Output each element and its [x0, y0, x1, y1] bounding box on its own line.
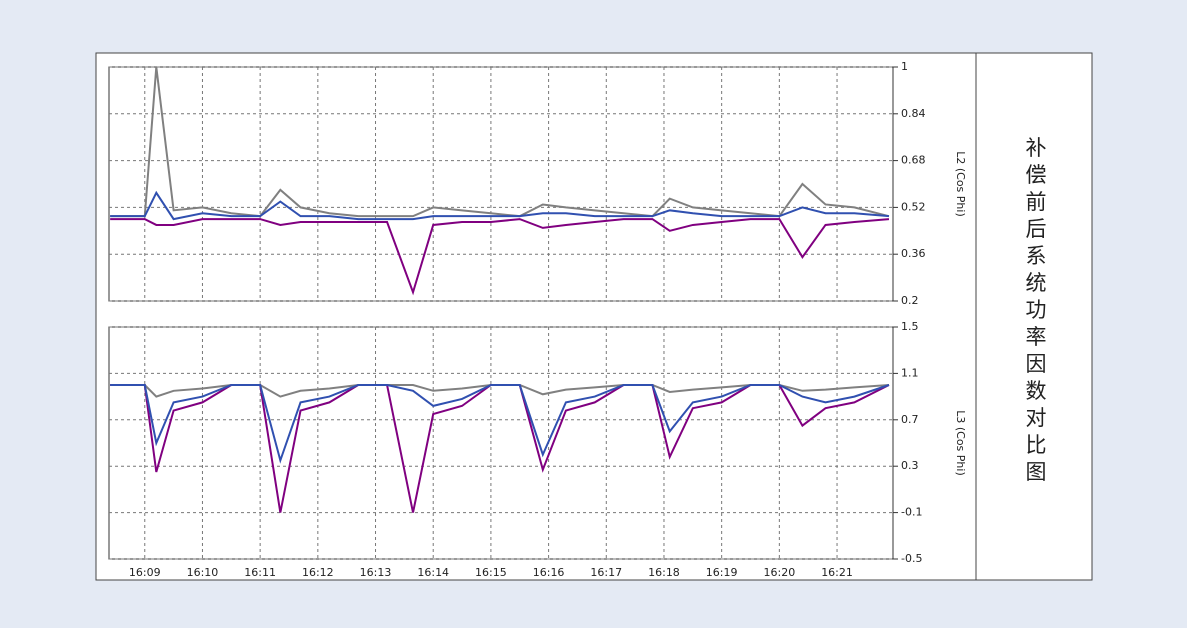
y-tick-label: 0.2 — [901, 294, 919, 307]
x-tick-label: 16:16 — [533, 566, 565, 579]
y-tick-label: 0.84 — [901, 107, 926, 120]
x-tick-label: 16:13 — [360, 566, 392, 579]
x-tick-label: 16:18 — [648, 566, 680, 579]
x-tick-label: 16:19 — [706, 566, 738, 579]
x-tick-label: 16:09 — [129, 566, 161, 579]
series-line — [110, 66, 890, 218]
y-tick-label: -0.1 — [901, 506, 922, 519]
chart-title: 补偿前后系统功率因数对比图 — [1023, 137, 1047, 488]
x-tick-label: 16:11 — [244, 566, 276, 579]
x-tick-label: 16:20 — [764, 566, 796, 579]
y-tick-label: -0.5 — [901, 552, 922, 565]
x-tick-label: 16:17 — [590, 566, 622, 579]
y-axis-label: L3 (Cos Phi) — [954, 410, 967, 476]
y-tick-label: 0.68 — [901, 154, 926, 167]
x-tick-label: 16:21 — [821, 566, 853, 579]
series-line — [110, 218, 890, 296]
series-line — [110, 384, 890, 464]
y-tick-label: 0.3 — [901, 459, 919, 472]
x-tick-label: 16:14 — [417, 566, 449, 579]
y-tick-label: 1.1 — [901, 366, 919, 379]
plot-area — [108, 326, 894, 560]
y-tick-label: 1 — [901, 60, 908, 73]
y-tick-label: 0.52 — [901, 200, 926, 213]
x-tick-label: 16:10 — [187, 566, 219, 579]
plot-area — [108, 66, 894, 302]
series-line — [110, 190, 890, 221]
y-tick-label: 1.5 — [901, 320, 919, 333]
y-tick-label: 0.36 — [901, 247, 926, 260]
x-tick-label: 16:12 — [302, 566, 334, 579]
y-axis-label: L2 (Cos Phi) — [954, 151, 967, 217]
x-tick-label: 16:15 — [475, 566, 507, 579]
y-tick-label: 0.7 — [901, 413, 919, 426]
